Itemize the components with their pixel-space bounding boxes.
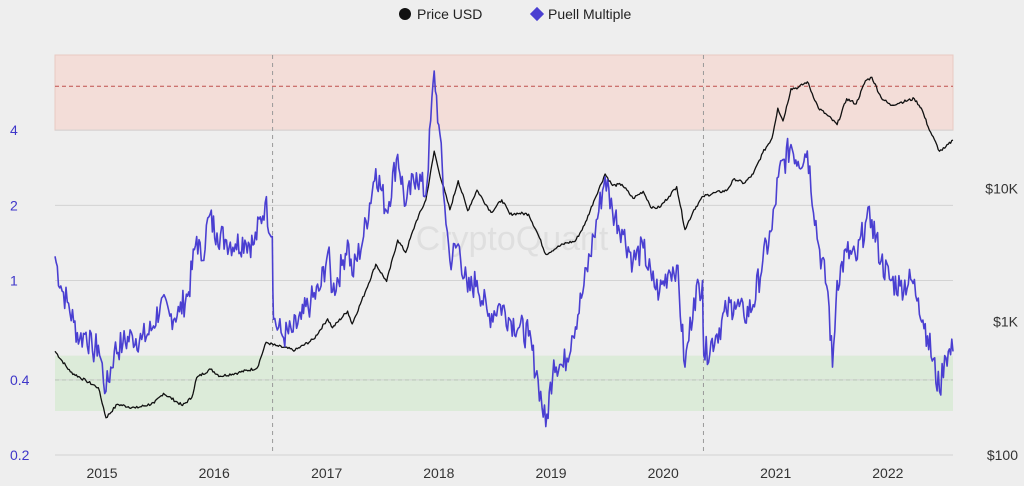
- legend-item-puell[interactable]: Puell Multiple: [529, 6, 632, 22]
- y-left-tick-label: 2: [10, 197, 18, 213]
- y-right-tick-label: $10K: [985, 180, 1018, 196]
- legend-item-price[interactable]: Price USD: [399, 6, 482, 22]
- overvalued-band: [54, 54, 954, 131]
- y-left-tick-label: 0.2: [10, 447, 30, 463]
- y-left-tick-label: 4: [10, 122, 18, 138]
- legend-puell-diamond-icon: [529, 6, 545, 22]
- series-layer: [54, 70, 954, 428]
- legend-price-circle-icon: [399, 8, 411, 20]
- y-right-tick-label: $1K: [993, 314, 1019, 330]
- axes-layer: 0.2 0.4 1 2 4 $100 $1K $10K 2015 2016 2017 2018 2019…: [10, 122, 1019, 481]
- x-tick-label: 2015: [86, 465, 117, 481]
- chart-legend: Price USD Puell Multiple: [399, 6, 631, 22]
- x-tick-label: 2018: [423, 465, 454, 481]
- bands-layer: [54, 54, 954, 412]
- grid-layer: [55, 129, 953, 456]
- legend-price-label: Price USD: [417, 6, 482, 22]
- x-tick-label: 2020: [648, 465, 679, 481]
- legend-puell-label: Puell Multiple: [548, 6, 631, 22]
- price-usd-line: [54, 76, 954, 419]
- puell-multiple-line: [54, 70, 954, 428]
- y-left-tick-label: 0.4: [10, 372, 30, 388]
- watermark-text: CryptoQuant: [416, 220, 609, 258]
- undervalued-band: [55, 355, 953, 412]
- y-left-tick-label: 1: [10, 272, 18, 288]
- y-right-tick-label: $100: [987, 447, 1018, 463]
- x-tick-label: 2019: [535, 465, 566, 481]
- x-tick-label: 2017: [311, 465, 342, 481]
- x-tick-label: 2022: [872, 465, 903, 481]
- x-tick-label: 2016: [199, 465, 230, 481]
- x-tick-label: 2021: [760, 465, 791, 481]
